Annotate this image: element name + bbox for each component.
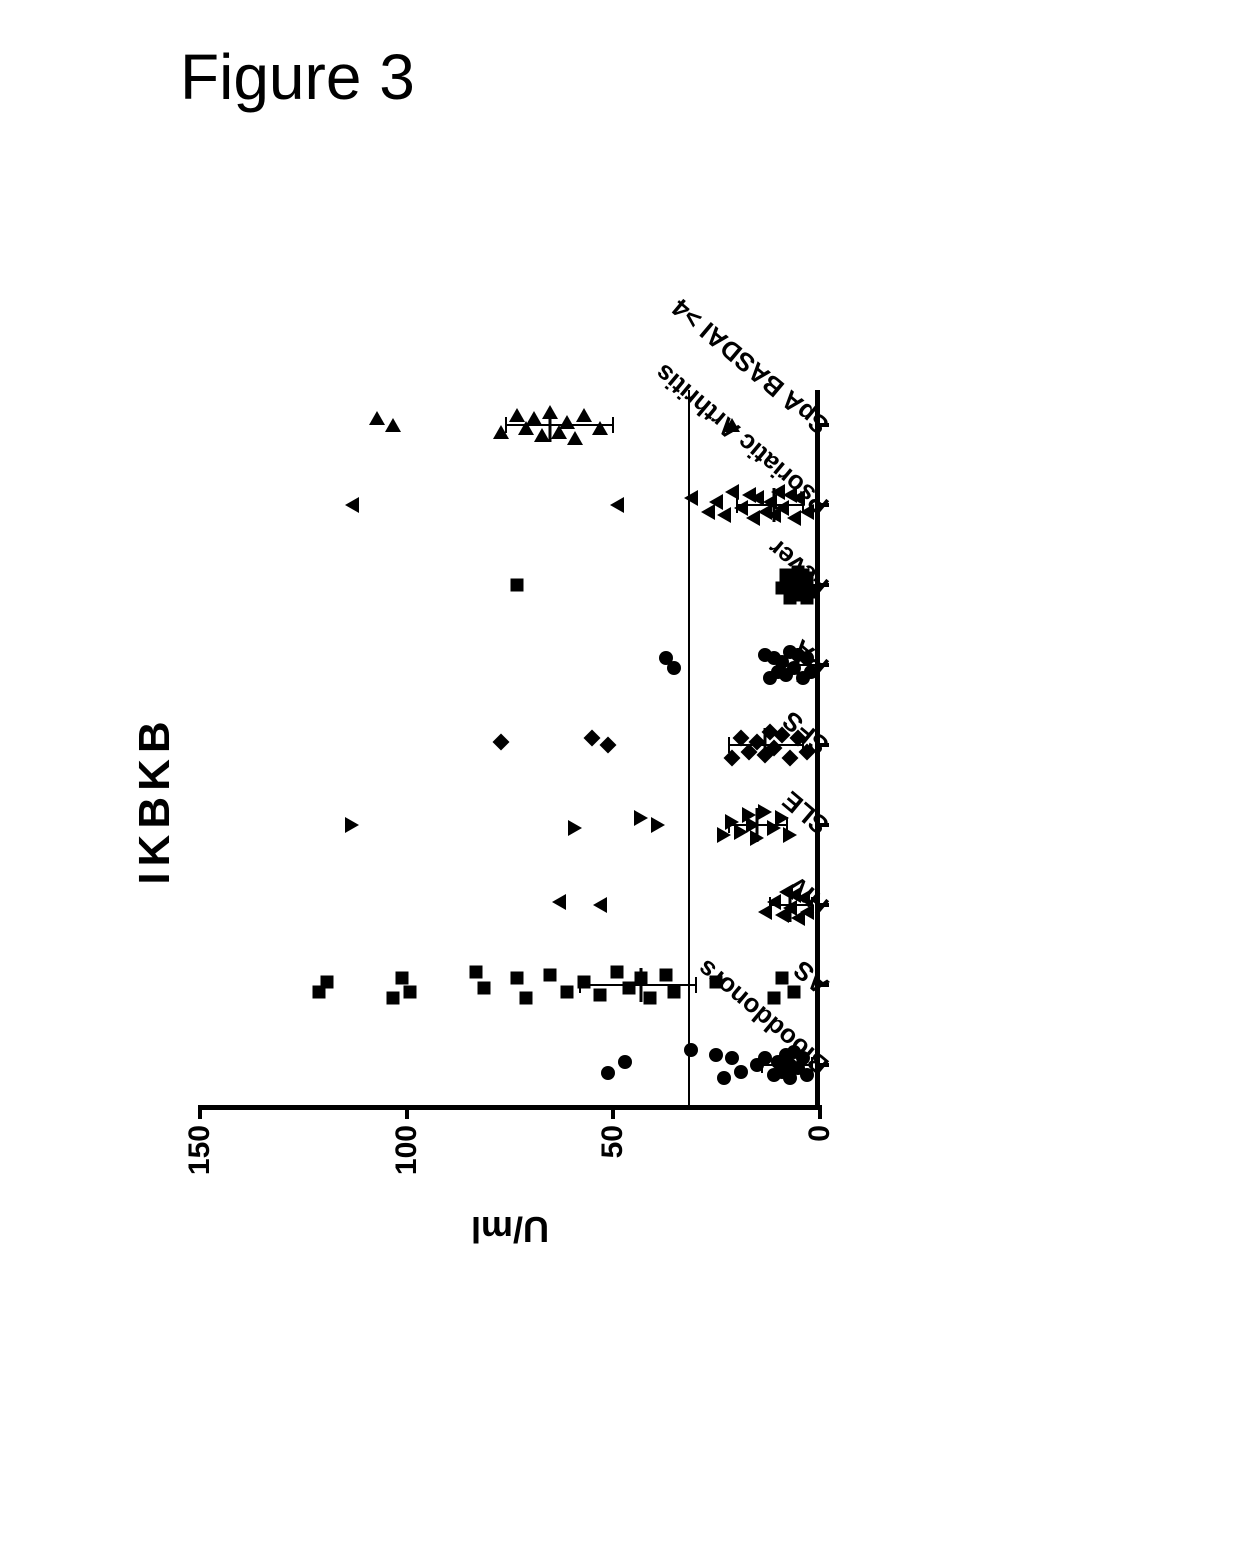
data-point — [511, 972, 524, 985]
data-point — [775, 582, 788, 595]
data-point — [659, 651, 673, 665]
data-point — [583, 730, 600, 747]
data-point — [544, 968, 557, 981]
data-point — [618, 1055, 632, 1069]
data-point — [593, 897, 607, 913]
chart-container: IKBKB U/ml 050100150BlooddonorsASHIVSLES… — [140, 320, 1100, 1280]
data-point — [717, 1071, 731, 1085]
data-point — [345, 817, 359, 833]
data-point — [724, 418, 740, 432]
y-tick — [611, 1105, 615, 1119]
data-point — [725, 484, 739, 500]
data-point — [470, 965, 483, 978]
data-point — [395, 972, 408, 985]
data-point — [660, 968, 673, 981]
data-point — [775, 972, 788, 985]
data-point — [600, 737, 617, 754]
data-point — [478, 982, 491, 995]
data-point — [518, 421, 534, 435]
y-tick-label: 150 — [183, 1125, 217, 1205]
data-point — [387, 992, 400, 1005]
data-point — [552, 894, 566, 910]
data-point — [403, 985, 416, 998]
y-tick — [405, 1105, 409, 1119]
error-cap — [612, 417, 614, 433]
data-point — [742, 807, 756, 823]
data-point — [601, 1066, 615, 1080]
y-axis-label: U/ml — [471, 1208, 549, 1250]
y-tick-label: 100 — [390, 1125, 424, 1205]
data-point — [492, 733, 509, 750]
chart-title: IKBKB — [130, 320, 180, 1280]
error-cap — [695, 977, 697, 993]
y-tick-label: 0 — [803, 1125, 837, 1205]
data-point — [623, 982, 636, 995]
data-point — [542, 405, 558, 419]
data-point — [758, 804, 772, 820]
data-point — [787, 510, 801, 526]
y-tick-label: 50 — [596, 1125, 630, 1205]
data-point — [577, 975, 590, 988]
data-point — [551, 425, 567, 439]
y-tick — [818, 1105, 822, 1119]
data-point — [684, 1043, 698, 1057]
data-point — [634, 810, 648, 826]
data-point — [385, 418, 401, 432]
data-point — [313, 985, 326, 998]
data-point — [651, 817, 665, 833]
data-point — [610, 497, 624, 513]
data-point — [635, 972, 648, 985]
data-point — [643, 992, 656, 1005]
data-point — [568, 820, 582, 836]
data-point — [782, 750, 799, 767]
data-point — [717, 827, 731, 843]
plot-area: 050100150BlooddonorsASHIVSLESFSRAFeverPs… — [200, 390, 820, 1110]
data-point — [709, 975, 722, 988]
data-point — [767, 992, 780, 1005]
data-point — [567, 431, 583, 445]
data-point — [668, 985, 681, 998]
data-point — [780, 568, 793, 581]
x-tick-label: SpA BASDAI >4 — [666, 292, 835, 441]
data-point — [788, 985, 801, 998]
y-tick — [198, 1105, 202, 1119]
data-point — [767, 1068, 781, 1082]
data-point — [576, 408, 592, 422]
data-point — [767, 820, 781, 836]
figure-title: Figure 3 — [180, 40, 415, 114]
data-point — [725, 1051, 739, 1065]
data-point — [771, 1055, 785, 1069]
data-point — [592, 421, 608, 435]
data-point — [701, 504, 715, 520]
data-point — [709, 1048, 723, 1062]
data-point — [594, 989, 607, 1002]
data-point — [763, 671, 777, 685]
data-point — [369, 411, 385, 425]
data-point — [734, 1065, 748, 1079]
data-point — [734, 500, 748, 516]
data-point — [610, 965, 623, 978]
data-point — [509, 408, 525, 422]
data-point — [345, 497, 359, 513]
data-point — [684, 490, 698, 506]
data-point — [561, 985, 574, 998]
data-point — [779, 884, 793, 900]
data-point — [511, 579, 524, 592]
data-point — [750, 1058, 764, 1072]
data-point — [534, 428, 550, 442]
data-point — [758, 904, 772, 920]
data-point — [746, 510, 760, 526]
data-point — [519, 992, 532, 1005]
data-point — [758, 648, 772, 662]
data-point — [493, 425, 509, 439]
data-point — [724, 750, 741, 767]
data-point — [783, 827, 797, 843]
